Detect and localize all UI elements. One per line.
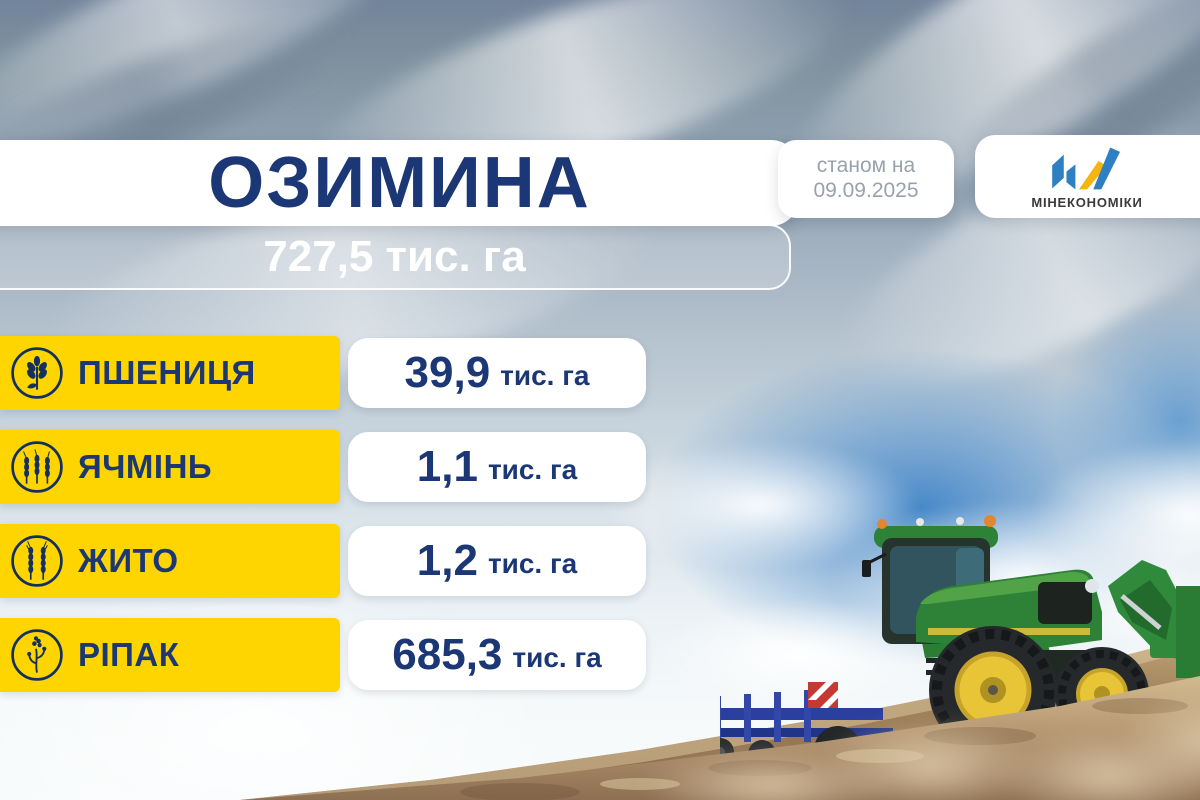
crop-value-card: 39,9 тис. га	[348, 338, 646, 408]
wheat-icon	[11, 347, 63, 399]
crop-value: 1,2	[416, 536, 478, 585]
page-title: ОЗИМИНА	[208, 143, 591, 223]
crop-value-card: 1,1 тис. га	[348, 432, 646, 502]
crop-label: РІПАК	[78, 636, 180, 673]
crop-unit: тис. га	[500, 360, 590, 391]
date-badge-line2: 09.09.2025	[813, 179, 919, 202]
date-badge-line1: станом на	[816, 154, 916, 178]
ministry-logo-text: МІНЕКОНОМІКИ	[1031, 195, 1143, 210]
crop-label: ЯЧМІНЬ	[78, 448, 213, 485]
crop-bar: РІПАК	[0, 618, 340, 692]
crop-row-rye: ЖИТО 1,2 тис. га	[0, 524, 660, 598]
crop-row-barley: ЯЧМІНЬ 1,1 тис. га	[0, 430, 660, 504]
crop-bar: ЯЧМІНЬ	[0, 430, 340, 504]
crop-unit: тис. га	[487, 454, 578, 485]
crop-unit: тис. га	[512, 642, 602, 673]
crop-row-rapeseed: РІПАК 685,3 тис. га	[0, 618, 660, 692]
total-card: 727,5 тис. га	[0, 224, 791, 290]
crop-label: ЖИТО	[78, 542, 179, 579]
crop-bar: ПШЕНИЦЯ	[0, 336, 340, 410]
total-value: 727,5	[263, 232, 374, 281]
title-card: ОЗИМИНА	[0, 140, 799, 226]
crop-value: 39,9	[404, 348, 491, 397]
rapeseed-icon	[11, 629, 63, 681]
crop-row-wheat: ПШЕНИЦЯ 39,9 тис. га	[0, 336, 660, 410]
ministry-logo-card: МІНЕКОНОМІКИ	[975, 135, 1200, 218]
crop-bar: ЖИТО	[0, 524, 340, 598]
ministry-logo-icon	[1052, 147, 1121, 190]
crop-value-card: 1,2 тис. га	[348, 526, 646, 596]
crop-value: 1,1	[416, 442, 478, 491]
date-badge: станом на 09.09.2025	[778, 140, 954, 218]
total-unit: тис. га	[385, 232, 526, 281]
crop-value-card: 685,3 тис. га	[348, 620, 646, 690]
barley-icon	[11, 441, 63, 493]
crop-label: ПШЕНИЦЯ	[78, 354, 256, 391]
crop-unit: тис. га	[487, 548, 578, 579]
crop-value: 685,3	[392, 630, 503, 679]
rye-icon	[11, 535, 63, 587]
